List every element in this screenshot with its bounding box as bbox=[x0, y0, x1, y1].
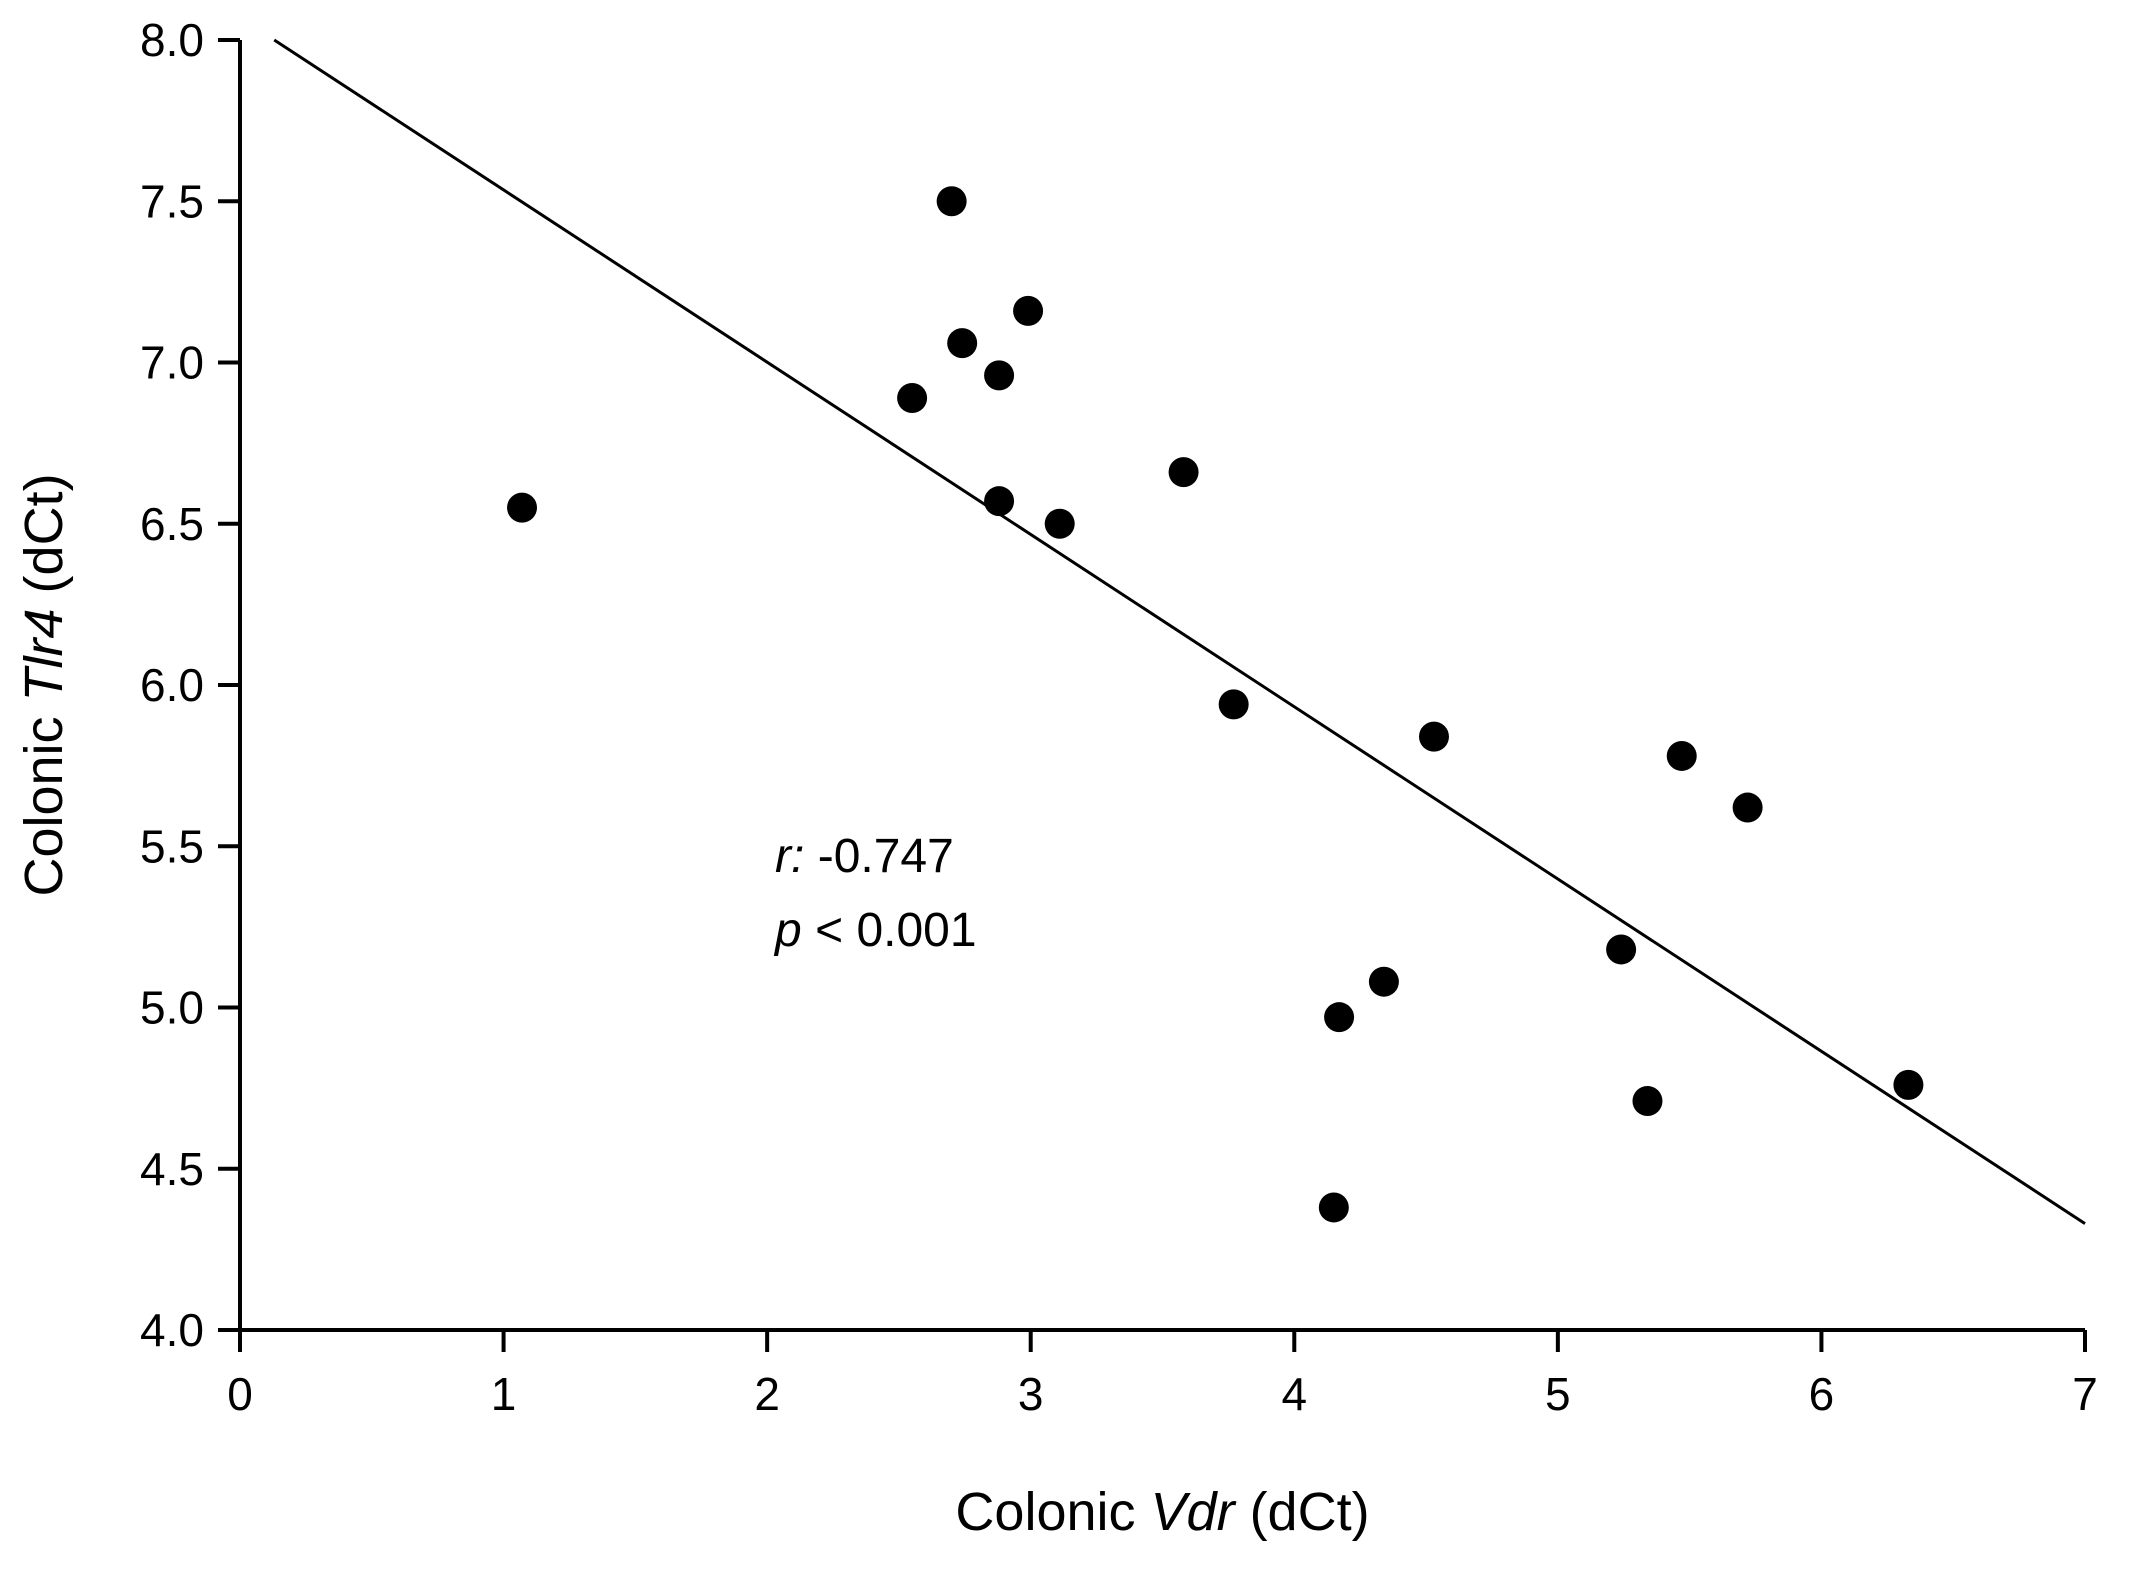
data-point bbox=[1368, 966, 1399, 997]
data-point bbox=[1218, 689, 1249, 720]
data-point bbox=[1013, 295, 1044, 326]
x-tick-label: 5 bbox=[1545, 1368, 1571, 1420]
trend-line bbox=[273, 38, 2086, 1225]
data-point bbox=[984, 486, 1015, 517]
data-point bbox=[984, 360, 1015, 391]
axes bbox=[238, 40, 2085, 1332]
data-point bbox=[947, 328, 978, 359]
y-tick-label: 4.0 bbox=[140, 1304, 204, 1356]
x-tick-label: 7 bbox=[2072, 1368, 2098, 1420]
data-point bbox=[1632, 1086, 1663, 1117]
x-tick-label: 0 bbox=[227, 1368, 253, 1420]
y-tick-label: 6.5 bbox=[140, 498, 204, 550]
x-axis-ticks: 0 1 2 3 4 5 6 7 bbox=[227, 1330, 2098, 1420]
y-tick-label: 4.5 bbox=[140, 1143, 204, 1195]
x-tick-label: 6 bbox=[1809, 1368, 1835, 1420]
data-point bbox=[1044, 508, 1075, 539]
data-point bbox=[897, 382, 928, 413]
correlation-annotation: r: -0.747 p < 0.001 bbox=[773, 830, 977, 957]
x-axis-title-text: Colonic Vdr (dCt) bbox=[955, 1482, 1369, 1542]
data-point bbox=[1318, 1192, 1349, 1223]
annotation-line: p < 0.001 bbox=[773, 904, 977, 957]
data-point bbox=[1732, 792, 1763, 823]
data-point bbox=[1666, 740, 1697, 771]
y-tick-label: 6.0 bbox=[140, 659, 204, 711]
x-tick-label: 1 bbox=[491, 1368, 517, 1420]
x-tick-label: 3 bbox=[1018, 1368, 1044, 1420]
y-tick-label: 5.0 bbox=[140, 982, 204, 1034]
data-point bbox=[936, 186, 967, 217]
regression-line bbox=[273, 38, 2086, 1225]
data-point bbox=[1893, 1069, 1924, 1100]
y-tick-label: 7.5 bbox=[140, 175, 204, 227]
y-axis-title-text: Colonic Tlr4 (dCt) bbox=[14, 473, 74, 896]
y-tick-label: 8.0 bbox=[140, 14, 204, 66]
data-points bbox=[507, 186, 1924, 1223]
annotation-line: r: -0.747 bbox=[775, 830, 954, 883]
data-point bbox=[1324, 1002, 1355, 1033]
data-point bbox=[1418, 721, 1449, 752]
y-axis-ticks: 4.0 4.5 5.0 5.5 6.0 6.5 7.0 7.5 8.0 bbox=[140, 14, 240, 1356]
x-axis-title: Colonic Vdr (dCt) bbox=[955, 1482, 1369, 1542]
y-tick-label: 7.0 bbox=[140, 337, 204, 389]
x-tick-label: 4 bbox=[1281, 1368, 1307, 1420]
data-point bbox=[507, 492, 538, 523]
x-tick-label: 2 bbox=[754, 1368, 780, 1420]
y-tick-label: 5.5 bbox=[140, 820, 204, 872]
y-axis-title: Colonic Tlr4 (dCt) bbox=[14, 473, 74, 896]
data-point bbox=[1606, 934, 1637, 965]
data-point bbox=[1168, 457, 1199, 488]
